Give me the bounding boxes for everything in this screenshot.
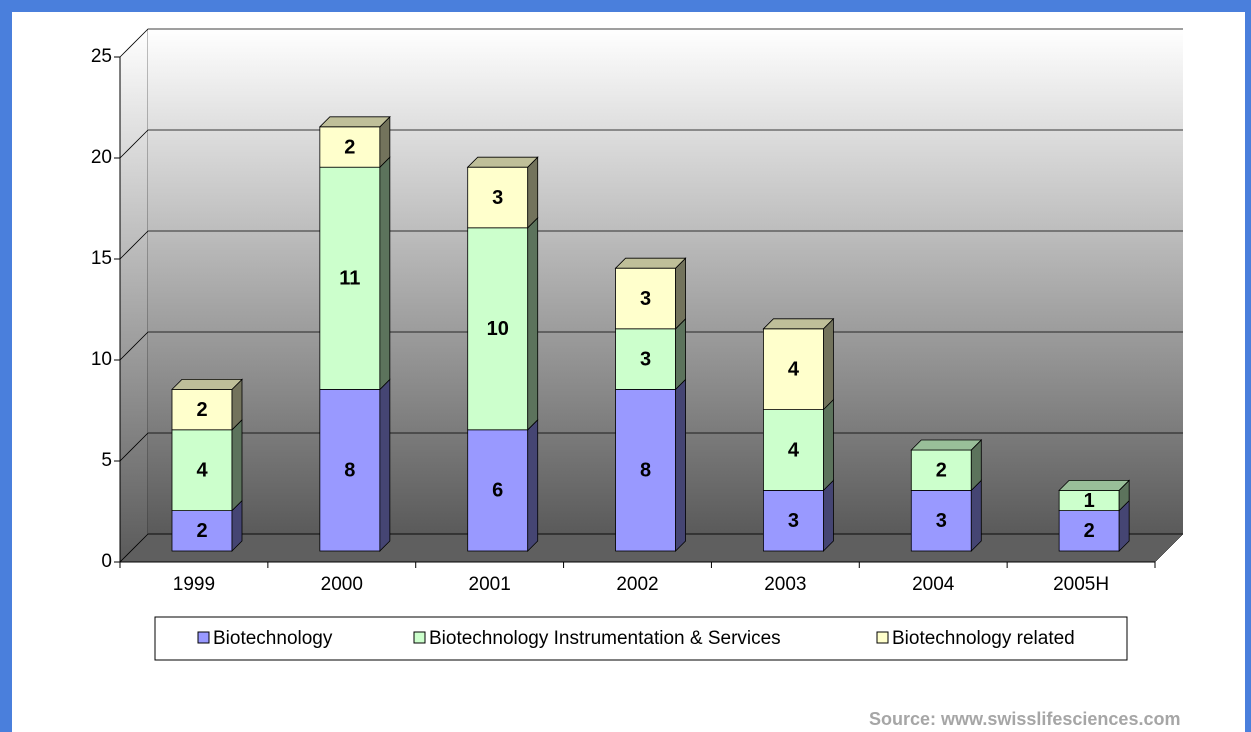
- data-label: 2: [196, 520, 207, 542]
- x-tick-label: 2000: [321, 574, 363, 595]
- legend-label: Biotechnology: [213, 628, 333, 649]
- data-label: 2: [1084, 520, 1095, 542]
- bar-side: [527, 216, 539, 431]
- data-label: 3: [788, 510, 799, 532]
- data-label: 2: [344, 136, 355, 158]
- y-tick-label: 25: [91, 46, 112, 67]
- bar-segment: [467, 166, 529, 229]
- bar-segment: [615, 388, 676, 552]
- bar-segment: [615, 267, 676, 330]
- data-label: 3: [492, 187, 503, 209]
- bar-side: [231, 418, 243, 512]
- bar-top: [614, 257, 687, 269]
- bar-segment: [910, 449, 972, 491]
- data-label: 3: [640, 348, 651, 370]
- legend-label: Biotechnology Instrumentation & Services: [429, 628, 781, 649]
- grid-line: [119, 28, 1183, 58]
- bar-segment: [171, 388, 233, 431]
- y-tick-label: 5: [101, 450, 112, 471]
- bar-segment: [763, 328, 824, 410]
- data-label: 6: [492, 480, 503, 502]
- data-label: 3: [936, 510, 947, 532]
- grid-line: [119, 331, 1183, 361]
- bar-side: [675, 378, 686, 552]
- bar-side: [379, 378, 391, 552]
- data-label: 3: [640, 288, 651, 310]
- source: Source: www.swisslifesciences.com: [869, 709, 1180, 729]
- bar-side: [970, 479, 982, 552]
- bar-segment: [467, 429, 529, 552]
- bar-segment: [319, 388, 381, 552]
- bar-segment: [171, 429, 233, 511]
- legend-label: Biotechnology related: [892, 628, 1075, 649]
- bar-side: [823, 398, 834, 492]
- bar-top: [466, 156, 539, 168]
- x-tick-label: 1999: [173, 574, 215, 595]
- grid-line: [119, 129, 1183, 159]
- legend-swatch: [197, 631, 210, 644]
- bar-side: [527, 156, 539, 229]
- grid-line: [119, 230, 1183, 260]
- x-tick-label: 2003: [764, 574, 806, 595]
- bar-top: [762, 318, 835, 330]
- bar-top: [171, 378, 243, 390]
- bar-segment: [615, 328, 676, 390]
- data-label: 2: [196, 399, 207, 421]
- x-tick-label: 2002: [616, 574, 658, 595]
- y-tick-label: 20: [91, 147, 112, 168]
- bar-side: [675, 317, 686, 391]
- y-tick-label: 10: [91, 349, 112, 370]
- bar-side: [379, 156, 391, 391]
- left-wall: [119, 28, 149, 563]
- legend-swatch: [413, 631, 426, 644]
- bar-segment: [763, 489, 824, 552]
- x-tick-label: 2001: [469, 574, 511, 595]
- y-tick-label: 0: [101, 551, 112, 572]
- legend-swatch: [876, 631, 889, 644]
- grid-line: [119, 533, 1183, 563]
- bar-top: [318, 116, 391, 128]
- grid-line: [119, 432, 1183, 462]
- data-label: 1: [1084, 490, 1095, 512]
- y-tick-label: 15: [91, 248, 112, 269]
- bar-side: [823, 317, 834, 411]
- bar-side: [823, 479, 834, 552]
- x-tick-label: 2005H: [1053, 574, 1109, 595]
- bar-side: [1118, 480, 1130, 491]
- bar-side: [527, 418, 539, 552]
- data-label: 4: [788, 358, 800, 380]
- data-label: 4: [196, 459, 208, 481]
- bar-side: [971, 439, 982, 451]
- bar-segment: [171, 510, 233, 552]
- data-label: 11: [339, 268, 360, 290]
- data-label: 8: [344, 459, 355, 481]
- data-label: 4: [788, 439, 800, 461]
- data-label: 10: [487, 318, 509, 340]
- x-tick-label: 2004: [912, 574, 955, 595]
- bar-segment: [467, 227, 529, 431]
- bar-segment: [763, 409, 824, 491]
- data-label: 2: [936, 459, 947, 481]
- bar-top: [910, 439, 983, 451]
- legend: [154, 616, 1128, 661]
- data-label: 8: [640, 459, 651, 481]
- bar-side: [675, 257, 686, 330]
- bar-segment: [910, 489, 972, 552]
